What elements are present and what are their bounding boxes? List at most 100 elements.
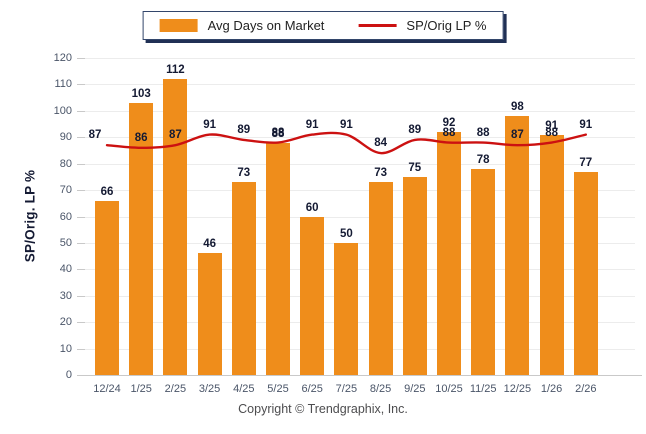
bar [573, 171, 598, 375]
line-value-label: 86 [134, 131, 148, 144]
gridline [85, 216, 635, 218]
x-tick-label: 9/25 [404, 383, 426, 395]
bar [368, 182, 393, 375]
line-value-label: 88 [442, 126, 456, 139]
y-tick-mark [77, 269, 85, 271]
bar-value-label: 46 [203, 238, 216, 251]
line-value-label: 91 [339, 118, 353, 131]
bar [266, 142, 290, 375]
bar [231, 182, 256, 375]
bar-value-label: 91 [545, 119, 558, 132]
copyright-text: Copyright © Trendgraphix, Inc. [238, 402, 408, 416]
bar-series-swatch-icon [159, 19, 198, 32]
line-value-label: 91 [579, 118, 593, 131]
y-tick-label: 120 [53, 52, 72, 64]
x-tick-label: 6/25 [301, 383, 323, 395]
gridline [85, 58, 635, 59]
bar-value-label: 103 [131, 87, 151, 100]
gridline [85, 84, 635, 86]
y-tick-label: 60 [59, 210, 72, 223]
gridline [85, 137, 635, 139]
y-tick-label: 10 [59, 342, 72, 355]
x-tick-label: 8/25 [369, 383, 392, 395]
gridline [85, 295, 635, 297]
bar-value-label: 78 [476, 153, 490, 166]
line-value-label: 89 [237, 123, 251, 136]
y-tick-mark [77, 295, 85, 297]
gridline [85, 163, 635, 165]
x-tick-label: 12/24 [93, 383, 121, 395]
x-tick-label: 7/25 [335, 383, 358, 395]
bar-value-label: 73 [374, 167, 387, 180]
gridline [85, 322, 635, 324]
bar-series-legend-label: Avg Days on Market [207, 18, 325, 33]
bar-value-label: 88 [271, 127, 285, 140]
chart-plot-area: 0 10 20 30 40 50 60 70 80 90 100 110 120 12/24 1/25 2/2… [54, 52, 642, 395]
bar-value-label: 60 [305, 201, 319, 214]
bar [437, 131, 461, 375]
y-tick-label: 20 [59, 316, 72, 329]
y-axis-title: SP/Orig. LP % [22, 169, 38, 263]
y-tick-label: 90 [59, 131, 72, 144]
y-tick-mark [77, 110, 85, 112]
bar [163, 79, 188, 375]
y-tick-mark [77, 137, 85, 139]
x-axis-line [85, 375, 642, 376]
bar [197, 253, 222, 375]
bar-value-label: 50 [339, 227, 353, 240]
bar-value-label: 73 [237, 167, 251, 180]
y-tick-label: 50 [59, 236, 72, 249]
bar-value-label: 98 [510, 101, 524, 114]
line-value-label: 84 [374, 137, 387, 150]
bar-value-label: 77 [579, 156, 593, 169]
y-tick-mark [77, 242, 85, 244]
line-value-label: 87 [88, 129, 102, 142]
line-series-legend-label: SP/Orig LP % [406, 18, 487, 33]
sp-orig-lp-line [105, 131, 587, 155]
y-tick-label: 100 [53, 104, 72, 117]
y-tick-label: 110 [54, 78, 72, 91]
x-tick-label: 1/26 [540, 383, 563, 395]
line-series-swatch-icon [358, 24, 397, 27]
bar [402, 176, 427, 375]
y-tick-label: 30 [59, 289, 72, 302]
bar [505, 116, 530, 375]
line-value-label: 88 [271, 126, 285, 139]
bar-value-label: 66 [100, 185, 114, 198]
line-value-label: 88 [545, 126, 558, 139]
x-tick-label: 2/26 [575, 383, 597, 395]
gridline [85, 348, 635, 350]
line-value-label: 91 [305, 118, 319, 131]
x-tick-label: 5/25 [267, 383, 289, 395]
bar [539, 134, 564, 375]
y-tick-mark [77, 163, 85, 165]
x-tick-label: 2/25 [164, 383, 187, 395]
bar-value-label: 112 [166, 64, 185, 77]
line-value-label: 88 [476, 126, 490, 139]
y-tick-mark [77, 322, 85, 324]
y-tick-mark [77, 190, 85, 192]
x-tick-label: 12/25 [503, 383, 532, 395]
sp-orig-lp-line-chart [105, 131, 587, 155]
y-tick-label: 40 [59, 263, 72, 276]
bar [95, 200, 119, 375]
y-tick-mark [77, 348, 85, 350]
bar [471, 168, 496, 375]
x-tick-label: 1/25 [130, 383, 152, 395]
line-value-label: 87 [510, 129, 524, 142]
y-tick-mark [77, 375, 85, 376]
gridline [85, 242, 635, 244]
gridline [85, 269, 635, 271]
legend: Avg Days on Market SP/Orig LP % [142, 11, 504, 40]
x-tick-label: 4/25 [233, 383, 255, 395]
x-tick-label: 11/25 [469, 383, 497, 395]
y-tick-label: 80 [59, 157, 72, 170]
gridline [85, 110, 635, 112]
bar [334, 242, 359, 375]
line-value-label: 87 [168, 129, 182, 142]
bar-value-label: 75 [408, 161, 422, 174]
y-tick-mark [77, 84, 85, 86]
x-tick-label: 3/25 [198, 383, 221, 395]
y-tick-label: 70 [59, 184, 72, 197]
y-tick-label: 0 [65, 369, 72, 381]
